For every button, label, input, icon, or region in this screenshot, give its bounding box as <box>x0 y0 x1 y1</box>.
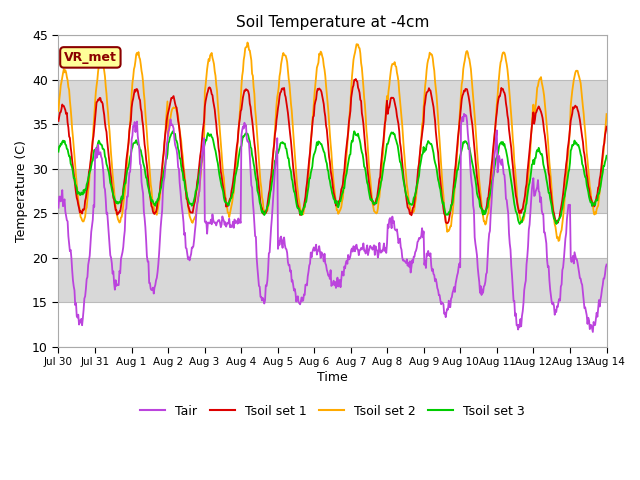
Bar <box>58 80 607 124</box>
Title: Soil Temperature at -4cm: Soil Temperature at -4cm <box>236 15 429 30</box>
Bar <box>58 169 607 213</box>
X-axis label: Time: Time <box>317 372 348 384</box>
Bar <box>58 258 607 302</box>
Y-axis label: Temperature (C): Temperature (C) <box>15 140 28 242</box>
Text: VR_met: VR_met <box>64 51 117 64</box>
Legend: Tair, Tsoil set 1, Tsoil set 2, Tsoil set 3: Tair, Tsoil set 1, Tsoil set 2, Tsoil se… <box>135 400 530 423</box>
